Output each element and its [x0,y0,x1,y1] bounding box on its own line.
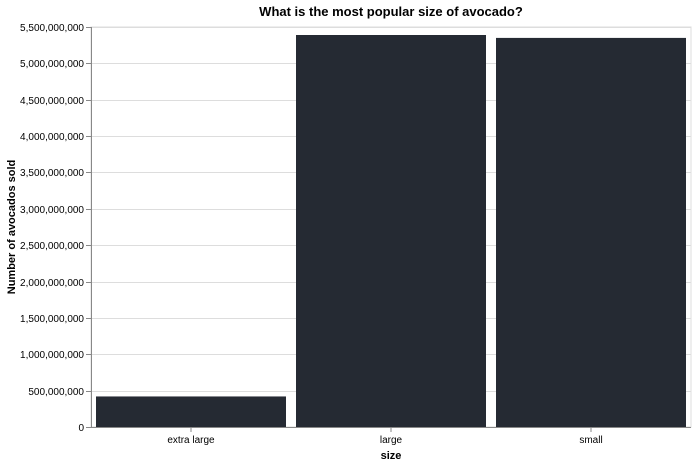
x-axis: extra large large small [91,427,691,446]
x-tick-label: small [579,435,602,446]
bar-small [496,37,686,428]
x-tick-label: extra large [167,435,215,446]
bar-extra-large [96,396,286,427]
y-tick-label: 4,500,000,000 [20,96,84,107]
y-tick-label: 0 [78,423,84,434]
x-tick-label: large [380,435,403,446]
y-tick-label: 3,000,000,000 [20,205,84,216]
y-tick-label: 500,000,000 [28,387,84,398]
y-tick-label: 2,500,000,000 [20,241,84,252]
y-tick-label: 4,000,000,000 [20,132,84,143]
chart-title: What is the most popular size of avocado… [259,4,523,19]
y-tick-label: 5,000,000,000 [20,59,84,70]
y-tick-label: 1,000,000,000 [20,350,84,361]
y-tick-label: 3,500,000,000 [20,168,84,179]
y-axis-title: Number of avocados sold [6,160,18,294]
y-axis: 0 500,000,000 1,000,000,000 1,500,000,000 2,… [20,23,92,434]
bars [96,35,686,428]
bar-large [296,35,486,427]
y-tick-label: 2,000,000,000 [20,278,84,289]
y-tick-label: 1,500,000,000 [20,314,84,325]
y-tick-label: 5,500,000,000 [20,23,84,34]
x-axis-title: size [381,450,402,462]
